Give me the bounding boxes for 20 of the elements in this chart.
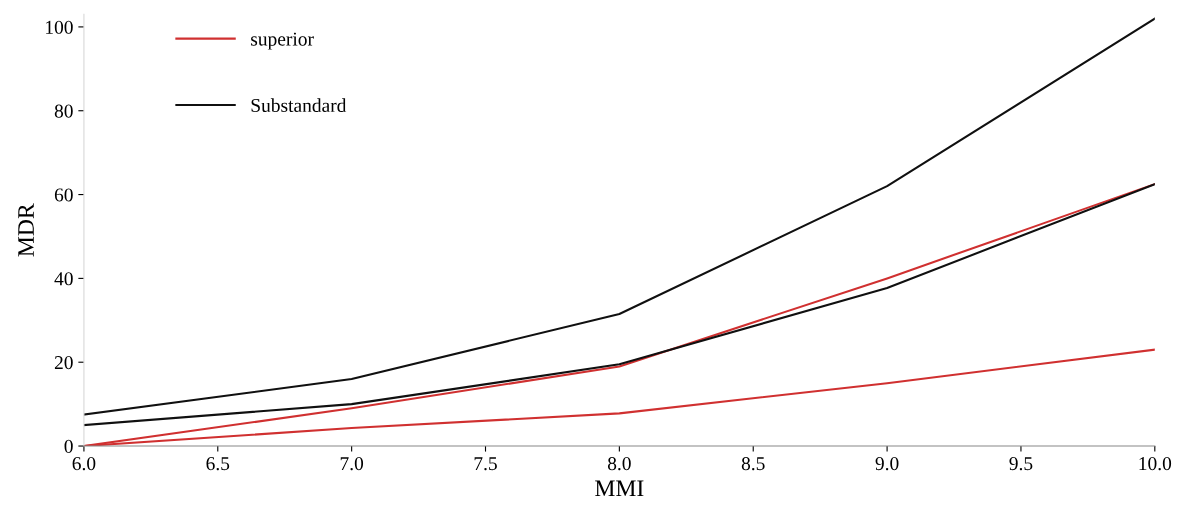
y-tick-label: 100 xyxy=(46,20,73,34)
y-tick-label: 20 xyxy=(54,356,73,370)
x-tick-label: 8.5 xyxy=(741,457,765,471)
x-tick-label: 7.0 xyxy=(340,457,364,471)
y-tick-label: 60 xyxy=(54,188,73,202)
y-tick-label: 40 xyxy=(54,272,73,286)
x-tick-label: 6.0 xyxy=(72,457,96,471)
x-tick-label: 7.5 xyxy=(474,457,497,471)
x-tick-label: 9.0 xyxy=(875,457,899,471)
x-tick-label: 6.5 xyxy=(206,457,230,471)
y-tick-label: 80 xyxy=(54,104,73,118)
x-tick-label: 10.0 xyxy=(1139,457,1172,471)
y-tick-label: 0 xyxy=(64,439,73,453)
y-axis-title: MDR xyxy=(18,203,34,257)
x-tick-label: 9.5 xyxy=(1009,457,1033,471)
x-tick-label: 8.0 xyxy=(607,457,631,471)
legend-label: Substandard xyxy=(251,98,347,112)
line-series xyxy=(83,17,1155,416)
legend-label: superior xyxy=(251,32,314,50)
x-axis-title: MMI xyxy=(595,480,644,497)
